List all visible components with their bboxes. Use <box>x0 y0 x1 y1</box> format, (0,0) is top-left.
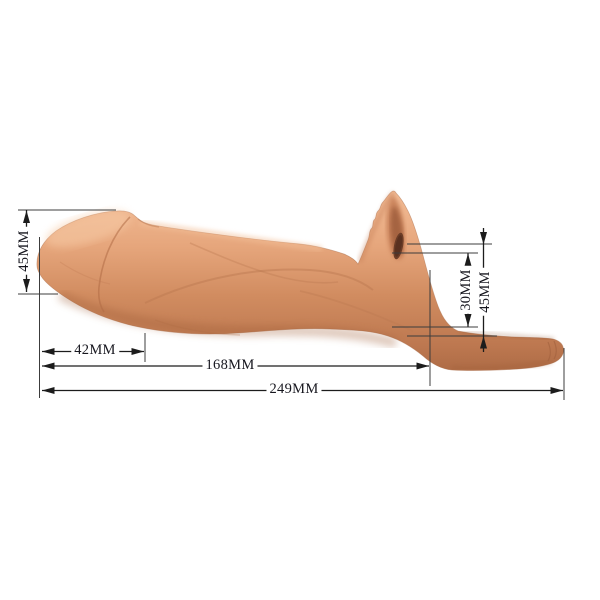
arrowhead <box>23 279 30 292</box>
product-body <box>36 190 564 371</box>
arrowhead <box>550 387 563 394</box>
strap-end-wrinkle <box>547 341 551 362</box>
fin-slot-core <box>394 235 403 257</box>
arrowhead <box>464 253 472 266</box>
strap-bottom-shadow <box>451 358 553 371</box>
shaft-shadow <box>57 290 398 348</box>
arrowhead <box>416 362 429 370</box>
corona-line <box>97 216 131 313</box>
arrowhead <box>464 314 472 327</box>
vein <box>154 319 241 336</box>
arrowhead <box>131 348 144 355</box>
glans-highlight <box>45 210 131 248</box>
vein <box>59 261 111 285</box>
arrowhead <box>480 232 487 245</box>
vein <box>144 268 374 304</box>
dim-label-249mm: 249MM <box>266 381 322 398</box>
arrowhead <box>480 336 487 349</box>
extension-lines <box>18 209 565 400</box>
arrowhead <box>23 210 30 223</box>
dim-label-45mm-left: 45MM <box>16 227 33 275</box>
dim-label-42mm: 42MM <box>71 342 119 359</box>
vein <box>299 290 414 332</box>
dim-label-168mm: 168MM <box>202 357 258 374</box>
vein <box>189 242 339 284</box>
strap-end-wrinkle <box>553 340 557 360</box>
shaft-highlight <box>139 220 323 252</box>
dim-label-45mm-right: 45MM <box>477 268 494 316</box>
arrowheads <box>23 210 563 394</box>
arrowhead <box>42 348 55 355</box>
fin-edge-shadow <box>357 191 396 263</box>
strap-top-edge-shadow <box>459 331 555 340</box>
neck-crease <box>137 218 160 228</box>
arrowhead <box>42 362 55 370</box>
dim-label-30mm: 30MM <box>458 266 475 314</box>
arrowhead <box>42 387 55 394</box>
